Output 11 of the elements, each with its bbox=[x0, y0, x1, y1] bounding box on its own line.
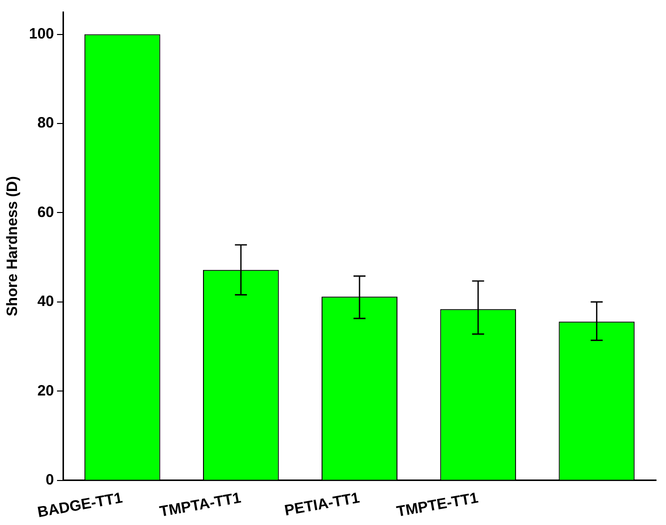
y-tick-label: 80 bbox=[37, 114, 54, 132]
y-tick-label: 60 bbox=[37, 204, 54, 221]
y-tick-label: 20 bbox=[37, 382, 54, 400]
x-tick-label: TMPTE-TT1 bbox=[395, 490, 480, 521]
x-tick-label: PETIA-TT1 bbox=[283, 490, 361, 520]
y-tick-label: 100 bbox=[28, 25, 54, 42]
x-tick-label: BADGE-TT1 bbox=[36, 490, 124, 522]
y-tick-label: 40 bbox=[37, 293, 54, 310]
y-axis-title: Shore Hardness (D) bbox=[4, 176, 22, 316]
x-tick-label: TMPTA-TT1 bbox=[158, 490, 242, 521]
y-tick-label: 0 bbox=[46, 472, 54, 489]
